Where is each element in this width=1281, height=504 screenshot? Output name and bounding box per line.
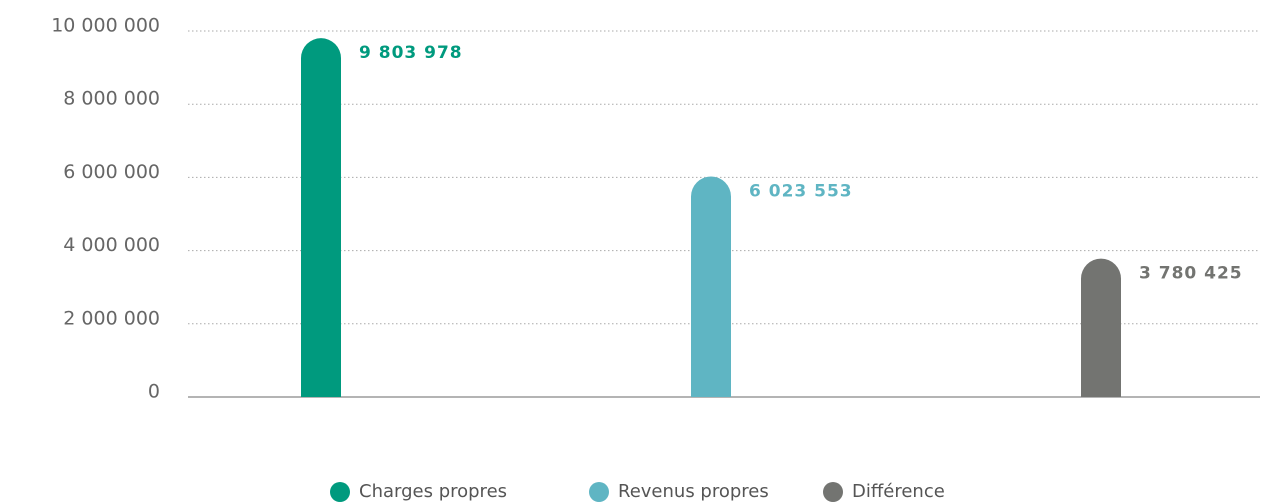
legend-swatch — [330, 482, 350, 502]
value-label: 6 023 553 — [749, 182, 853, 202]
value-label: 3 780 425 — [1139, 264, 1243, 284]
legend-label: Revenus propres — [618, 481, 769, 502]
y-tick-label: 6 000 000 — [63, 161, 160, 183]
y-tick-label: 10 000 000 — [51, 15, 160, 37]
bar — [301, 38, 341, 397]
legend-label: Charges propres — [359, 481, 507, 502]
legend-swatch — [589, 482, 609, 502]
bar — [691, 176, 731, 397]
y-tick-label: 2 000 000 — [63, 307, 160, 329]
bar — [1081, 258, 1121, 397]
y-tick-label: 8 000 000 — [63, 88, 160, 110]
y-tick-label: 4 000 000 — [63, 234, 160, 256]
value-label: 9 803 978 — [359, 43, 463, 63]
legend-swatch — [823, 482, 843, 502]
y-tick-label: 0 — [148, 381, 160, 403]
legend-label: Différence — [852, 481, 945, 502]
